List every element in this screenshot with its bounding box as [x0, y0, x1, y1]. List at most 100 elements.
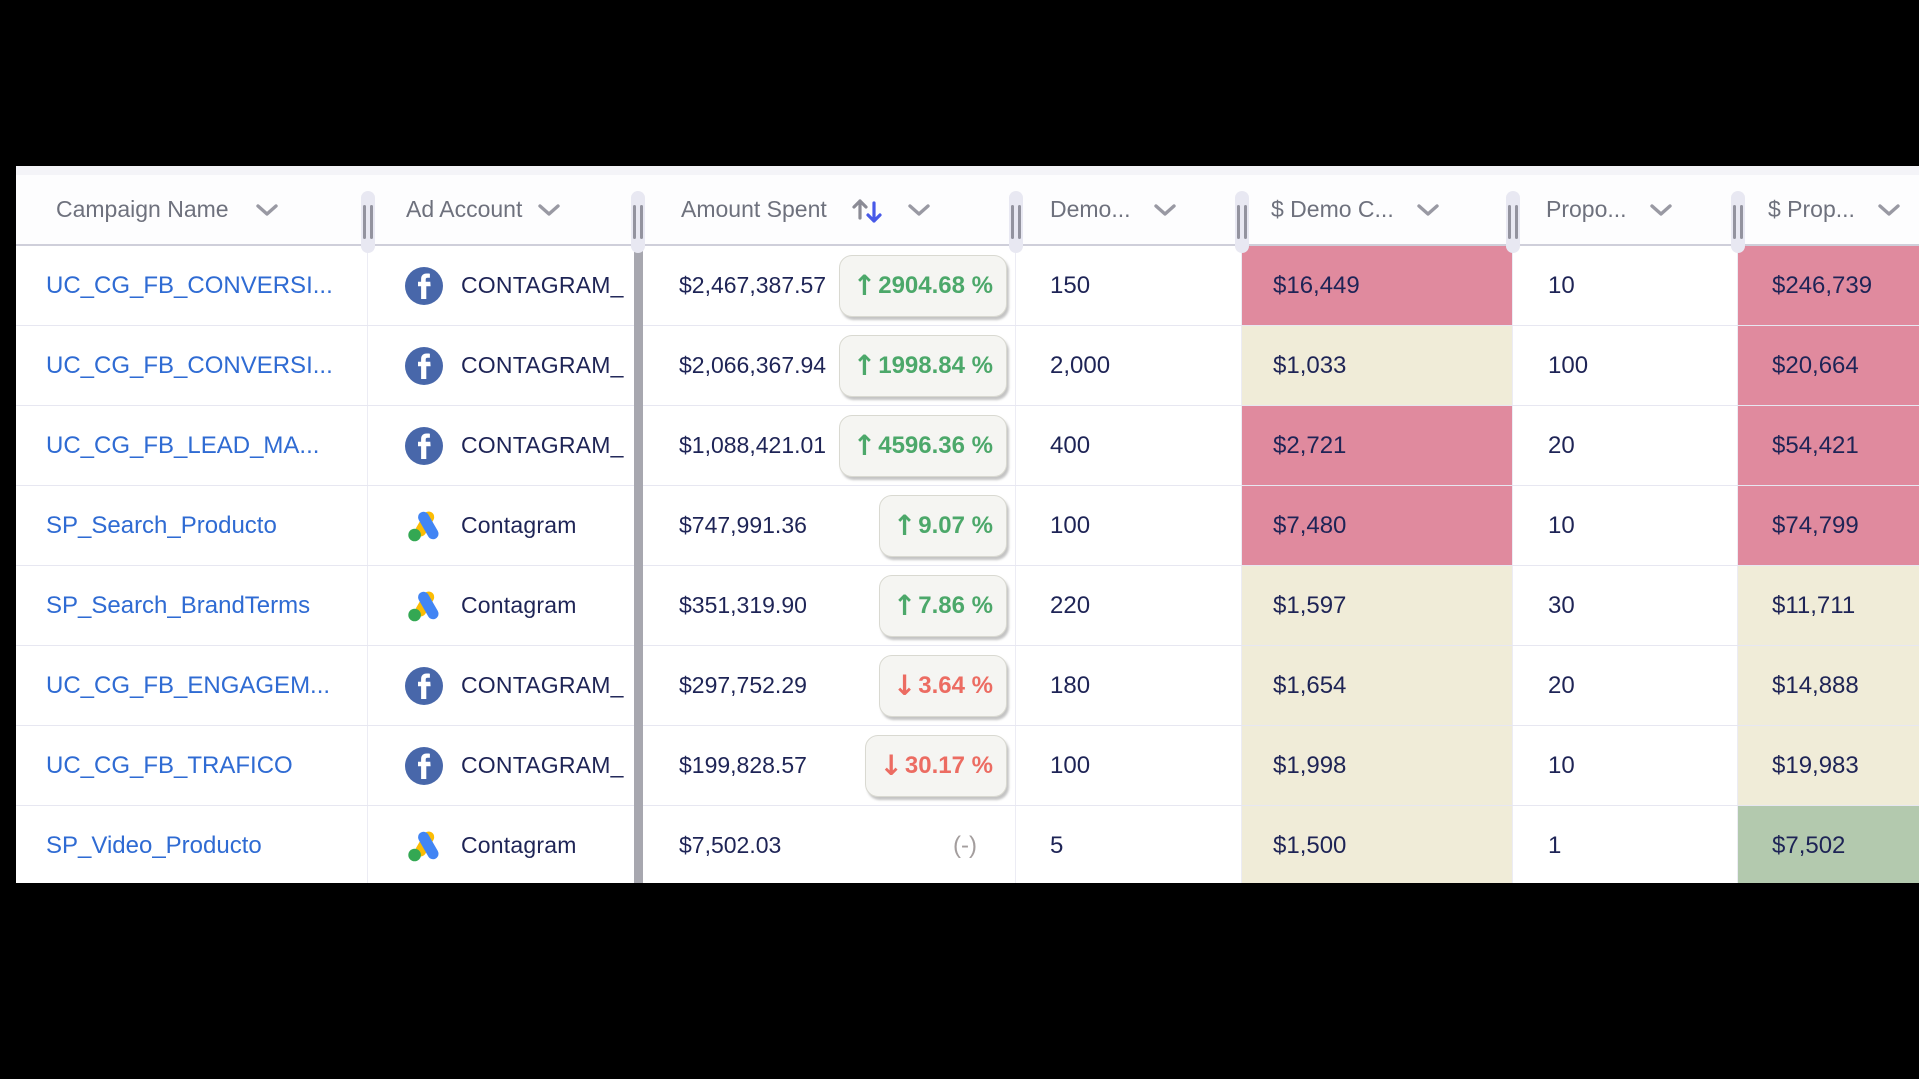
- prop-cost-value: $14,888: [1772, 671, 1859, 699]
- demo-cost-cell: $1,500: [1242, 806, 1513, 883]
- propo-value: 10: [1548, 751, 1575, 779]
- demo-cell: 5: [1016, 806, 1242, 883]
- campaign-cell: SP_Video_Producto: [16, 806, 368, 883]
- change-percent: 1998.84 %: [878, 351, 993, 379]
- column-resize-handle[interactable]: [631, 191, 645, 253]
- arrow-up-icon: ↑: [892, 588, 917, 622]
- sort-desc-icon[interactable]: [849, 192, 885, 228]
- table-row: SP_Search_BrandTerms Contagram $351,319.90…: [16, 566, 1919, 646]
- propo-cell: 100: [1513, 326, 1738, 405]
- column-header-propo[interactable]: Propo...: [1513, 175, 1738, 244]
- demo-cell: 150: [1016, 246, 1242, 325]
- demo-cost-value: $1,033: [1273, 351, 1347, 379]
- campaign-cell: UC_CG_FB_ENGAGEM...: [16, 646, 368, 725]
- change-percent: 7.86 %: [918, 591, 993, 619]
- campaign-cell: SP_Search_BrandTerms: [16, 566, 368, 645]
- demo-value: 220: [1050, 591, 1091, 619]
- demo-cell: 180: [1016, 646, 1242, 725]
- column-resize-handle[interactable]: [1235, 191, 1249, 253]
- propo-cell: 10: [1513, 726, 1738, 805]
- amount-spent-cell: $2,467,387.57 ↑ 2904.68 %: [643, 246, 1016, 325]
- column-header-label: Ad Account: [406, 196, 523, 222]
- table-row: UC_CG_FB_CONVERSI... CONTAGRAM_ $2,467,387…: [16, 246, 1919, 326]
- campaign-link[interactable]: UC_CG_FB_LEAD_MA...: [46, 431, 320, 459]
- campaign-cell: SP_Search_Producto: [16, 486, 368, 565]
- campaign-link[interactable]: SP_Video_Producto: [46, 831, 262, 859]
- amount-spent-cell: $297,752.29 ↓ 3.64 %: [643, 646, 1016, 725]
- column-header-prop-cost[interactable]: $ Prop...: [1738, 175, 1919, 244]
- column-header-demo-cost[interactable]: $ Demo C...: [1242, 175, 1513, 244]
- ad-account-name: CONTAGRAM_: [461, 272, 624, 298]
- demo-cost-value: $1,597: [1273, 591, 1347, 619]
- demo-cost-cell: $16,449: [1242, 246, 1513, 325]
- propo-cell: 30: [1513, 566, 1738, 645]
- demo-cost-value: $16,449: [1273, 271, 1360, 299]
- arrow-up-icon: ↑: [892, 508, 917, 542]
- demo-cell: 2,000: [1016, 326, 1242, 405]
- demo-value: 5: [1050, 831, 1064, 859]
- ad-account-name: CONTAGRAM_: [461, 352, 624, 378]
- propo-value: 30: [1548, 591, 1575, 619]
- ad-account-cell: CONTAGRAM_: [368, 646, 634, 725]
- column-resize-handle[interactable]: [1506, 191, 1520, 253]
- table-row: UC_CG_FB_ENGAGEM... CONTAGRAM_ $297,752.29…: [16, 646, 1919, 726]
- demo-cost-cell: $1,998: [1242, 726, 1513, 805]
- campaign-link[interactable]: SP_Search_BrandTerms: [46, 591, 311, 619]
- prop-cost-value: $19,983: [1772, 751, 1859, 779]
- demo-cell: 400: [1016, 406, 1242, 485]
- demo-value: 100: [1050, 751, 1091, 779]
- google-ads-icon: [405, 507, 443, 545]
- column-header-campaign-name[interactable]: Campaign Name: [16, 175, 368, 244]
- facebook-icon: [405, 426, 443, 465]
- prop-cost-cell: $7,502: [1738, 806, 1919, 883]
- column-header-demo[interactable]: Demo...: [1016, 175, 1242, 244]
- pinned-columns-divider[interactable]: [634, 242, 643, 883]
- campaign-link[interactable]: SP_Search_Producto: [46, 511, 277, 539]
- ad-account-cell: CONTAGRAM_: [368, 726, 634, 805]
- campaign-link[interactable]: UC_CG_FB_CONVERSI...: [46, 351, 333, 379]
- demo-cell: 100: [1016, 726, 1242, 805]
- prop-cost-cell: $20,664: [1738, 326, 1919, 405]
- column-resize-handle[interactable]: [361, 191, 375, 253]
- campaign-cell: UC_CG_FB_LEAD_MA...: [16, 406, 368, 485]
- column-resize-handle[interactable]: [1009, 191, 1023, 253]
- prop-cost-cell: $11,711: [1738, 566, 1919, 645]
- chevron-down-icon[interactable]: [1649, 203, 1673, 216]
- chevron-down-icon[interactable]: [1153, 203, 1177, 216]
- prop-cost-cell: $246,739: [1738, 246, 1919, 325]
- chevron-down-icon[interactable]: [907, 203, 931, 216]
- ad-account-name: Contagram: [461, 832, 577, 858]
- column-resize-handle[interactable]: [1731, 191, 1745, 253]
- ad-account-cell: Contagram: [368, 486, 634, 565]
- column-header-ad-account[interactable]: Ad Account: [368, 175, 634, 244]
- amount-spent-value: $747,991.36: [679, 512, 807, 538]
- change-badge-up: ↑ 4596.36 %: [838, 414, 1007, 477]
- prop-cost-cell: $19,983: [1738, 726, 1919, 805]
- prop-cost-value: $11,711: [1772, 591, 1856, 619]
- amount-spent-cell: $2,066,367.94 ↑ 1998.84 %: [643, 326, 1016, 405]
- demo-cost-value: $2,721: [1273, 431, 1347, 459]
- chevron-down-icon[interactable]: [1416, 203, 1440, 216]
- amount-spent-value: $297,752.29: [679, 672, 807, 698]
- propo-cell: 10: [1513, 246, 1738, 325]
- demo-value: 180: [1050, 671, 1091, 699]
- amount-spent-cell: $747,991.36 ↑ 9.07 %: [643, 486, 1016, 565]
- campaign-link[interactable]: UC_CG_FB_TRAFICO: [46, 751, 293, 779]
- column-header-label: $ Prop...: [1768, 196, 1855, 222]
- column-header-amount-spent[interactable]: Amount Spent: [643, 175, 1016, 244]
- prop-cost-cell: $14,888: [1738, 646, 1919, 725]
- ad-account-cell: CONTAGRAM_: [368, 406, 634, 485]
- campaign-cell: UC_CG_FB_CONVERSI...: [16, 326, 368, 405]
- demo-cost-cell: $1,654: [1242, 646, 1513, 725]
- chevron-down-icon[interactable]: [537, 203, 561, 216]
- propo-value: 100: [1548, 351, 1589, 379]
- campaign-link[interactable]: UC_CG_FB_CONVERSI...: [46, 271, 333, 299]
- prop-cost-value: $20,664: [1772, 351, 1859, 379]
- amount-spent-value: $2,066,367.94: [679, 352, 827, 378]
- chevron-down-icon[interactable]: [255, 203, 279, 216]
- chevron-down-icon[interactable]: [1877, 203, 1901, 216]
- arrow-up-icon: ↑: [852, 268, 877, 302]
- ad-account-name: CONTAGRAM_: [461, 672, 624, 698]
- campaign-link[interactable]: UC_CG_FB_ENGAGEM...: [46, 671, 331, 699]
